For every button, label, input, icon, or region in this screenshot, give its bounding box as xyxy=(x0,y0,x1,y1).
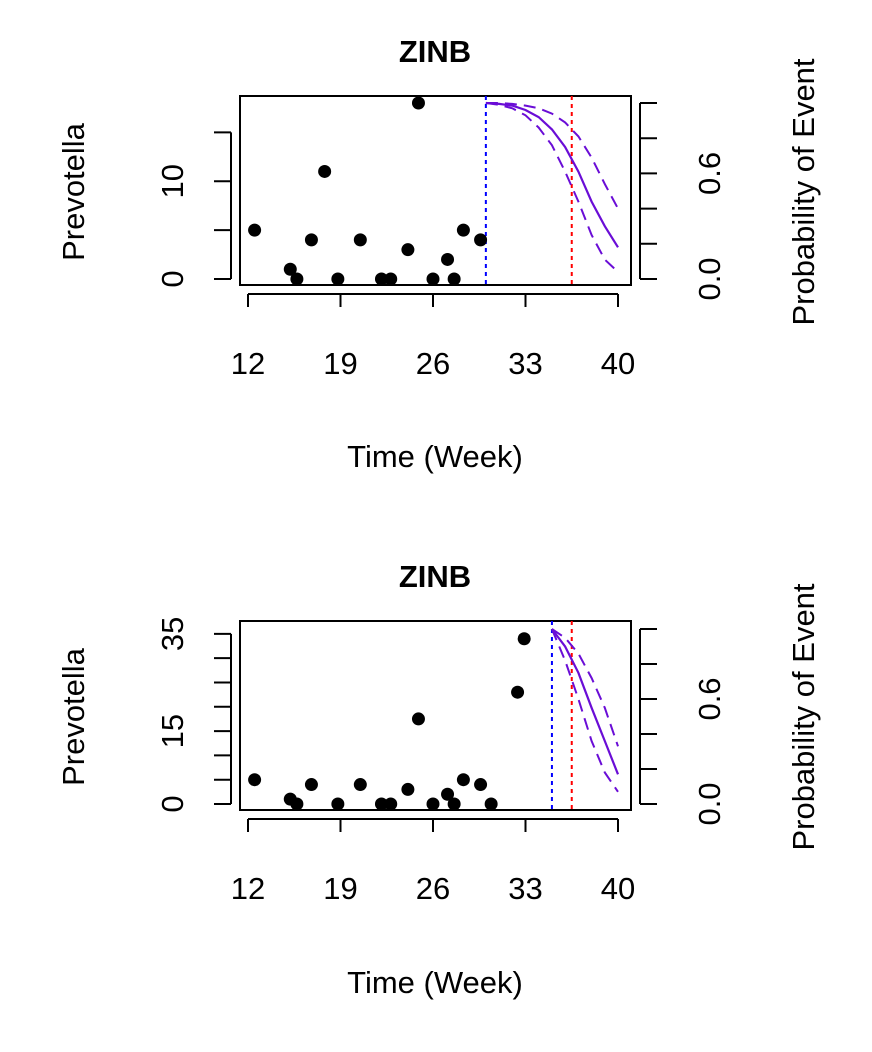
panel-1-point xyxy=(304,233,318,247)
panel-1-probability-curve xyxy=(485,101,619,248)
panel-2-point xyxy=(474,778,488,792)
panel-2-point xyxy=(441,787,455,801)
panel-2-point xyxy=(426,797,440,811)
panel-2-point xyxy=(484,797,498,811)
panel-2-point xyxy=(353,778,367,792)
panel-1-x-label: Time (Week) xyxy=(347,439,523,474)
panel-2-x-tick-label: 12 xyxy=(231,871,265,906)
panel-2-y-tick-label: 35 xyxy=(155,617,190,651)
panel-1-point xyxy=(374,272,388,286)
panel-2-x-label: Time (Week) xyxy=(347,965,523,1000)
panel-2-x-tick-label: 26 xyxy=(416,871,450,906)
panel-1-point xyxy=(248,223,262,237)
panel-2-upper-band xyxy=(551,628,619,747)
panel-1-point xyxy=(411,96,425,110)
panel-1-y2-tick-label: 0.0 xyxy=(692,257,727,300)
panel-2-point xyxy=(456,773,470,787)
panel-2-probability-curve xyxy=(551,628,620,775)
panel-2-point xyxy=(374,797,388,811)
panel-1-x-tick-label: 33 xyxy=(508,346,542,381)
panel-2-point xyxy=(248,773,262,787)
panel-2-point xyxy=(384,797,398,811)
panel-2-x-tick-label: 40 xyxy=(601,871,635,906)
panel-1-point xyxy=(456,223,470,237)
panel-2-point xyxy=(517,632,531,646)
panel-2-point xyxy=(511,685,525,699)
panel-1-y-tick-label: 0 xyxy=(155,270,190,287)
panel-2-y-tick-label: 0 xyxy=(155,795,190,812)
panel-1-x-tick-label: 26 xyxy=(416,346,450,381)
panel-2-point xyxy=(304,778,318,792)
panel-2-point xyxy=(290,797,304,811)
panel-2-point xyxy=(401,782,415,796)
panel-2-y-tick-label: 15 xyxy=(155,714,190,748)
panel-1-x-tick-label: 12 xyxy=(231,346,265,381)
panel-1-title: ZINB xyxy=(399,34,471,69)
panel-2-title: ZINB xyxy=(399,559,471,594)
panel-2-marks: 12 19 26 33 40 0 15 35 0.0 0.6 xyxy=(155,617,727,906)
panel-2-y2-tick-label: 0.0 xyxy=(692,782,727,825)
panel-1-point xyxy=(441,252,455,266)
panel-1-x-tick-label: 40 xyxy=(601,346,635,381)
panel-2-y-label: Prevotella xyxy=(56,647,91,786)
panel-1-point xyxy=(401,243,415,257)
panel-1-y2-tick-label: 0.6 xyxy=(692,152,727,195)
panel-2-x-tick-label: 19 xyxy=(323,871,357,906)
panel-1-point xyxy=(384,272,398,286)
panel-1-lower-band xyxy=(485,102,619,273)
panel-1-point xyxy=(474,233,488,247)
panel-1-point xyxy=(283,262,297,276)
panel-1-y-tick-label: 10 xyxy=(155,164,190,198)
panel-2-lower-band xyxy=(550,628,619,793)
panel-1-point xyxy=(331,272,345,286)
panel-2-point xyxy=(447,797,461,811)
panel-1-point xyxy=(318,164,332,178)
panel-1-y-label: Prevotella xyxy=(56,122,91,261)
panel-2-y2-tick-label: 0.6 xyxy=(692,677,727,720)
panel-2-point xyxy=(411,712,425,726)
panel-1-x-tick-label: 19 xyxy=(323,346,357,381)
panel-1-marks: 12 19 26 33 40 0 10 0.0 0.6 xyxy=(155,96,727,381)
panel-1-point xyxy=(290,272,304,286)
panel-1-y2-label: Probability of Event xyxy=(786,58,821,325)
panel-1-point xyxy=(447,272,461,286)
panel-1-point xyxy=(426,272,440,286)
panel-1: ZINB Prevotella Probability of Event Tim… xyxy=(56,34,821,474)
panel-2-point xyxy=(331,797,345,811)
panel-2-y2-label: Probability of Event xyxy=(786,583,821,850)
panel-2-x-tick-label: 33 xyxy=(508,871,542,906)
panel-2: ZINB Prevotella Probability of Event Tim… xyxy=(56,559,821,1000)
panel-1-point xyxy=(353,233,367,247)
panel-1-upper-band xyxy=(485,102,619,210)
